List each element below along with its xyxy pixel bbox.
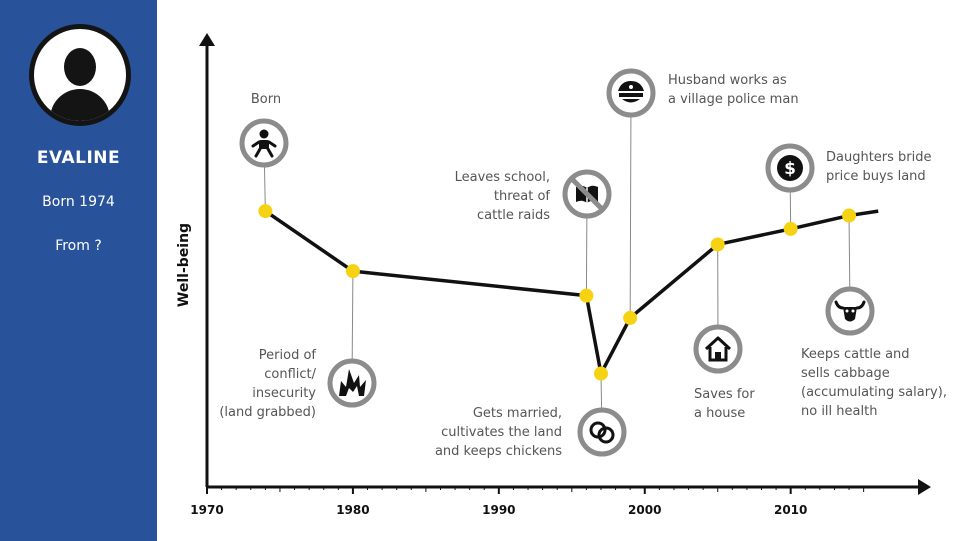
x-tick-label: 1990 <box>482 503 515 517</box>
no-book-icon <box>562 169 612 219</box>
wellbeing-series <box>258 204 879 381</box>
y-axis-label: Well-being <box>176 222 192 308</box>
data-point <box>783 221 798 236</box>
x-tick-label: 2000 <box>628 503 661 517</box>
data-point <box>710 237 725 252</box>
x-tick-labels: 1970 1980 1990 2000 2010 <box>190 503 807 517</box>
x-tick-label: 1980 <box>336 503 369 517</box>
x-tick-label: 1970 <box>190 503 223 517</box>
birth-year: Born 1974 <box>42 194 115 210</box>
annotation-cattle-cabbage: Keeps cattle and sells cabbage (accumula… <box>801 347 947 419</box>
annotation-husband: Husband works as a village police man <box>668 73 799 107</box>
annotation-bride-price: Daughters bride price buys land <box>826 150 932 184</box>
wellbeing-line <box>264 209 879 376</box>
x-tick-label: 2010 <box>774 503 807 517</box>
dollar-icon: $ <box>765 143 815 193</box>
svg-text:$: $ <box>784 159 796 179</box>
data-point <box>842 208 857 223</box>
y-axis-arrow <box>199 33 215 46</box>
police-cap-icon <box>606 68 656 118</box>
cattle-icon <box>825 286 875 336</box>
data-point <box>579 288 594 303</box>
profile-sidebar: EVALINE Born 1974 From ? <box>0 0 157 541</box>
data-point <box>623 310 638 325</box>
chart-axes <box>199 33 931 495</box>
annotation-conflict: Period of conflict/ insecurity (land gra… <box>219 348 316 420</box>
data-point <box>258 204 273 219</box>
explosion-icon <box>327 358 377 408</box>
data-point <box>345 264 360 279</box>
baby-icon <box>239 118 289 168</box>
annotation-married: Gets married, cultivates the land and ke… <box>434 406 562 459</box>
origin: From ? <box>55 238 102 254</box>
avatar-icon <box>29 24 131 126</box>
annotation-saves-house: Saves for a house <box>694 387 755 421</box>
annotation-born: Born <box>250 92 282 107</box>
person-name: EVALINE <box>36 148 121 168</box>
x-axis-arrow <box>918 479 931 495</box>
connector-line <box>629 92 632 318</box>
data-point <box>593 366 608 381</box>
house-icon <box>693 324 743 374</box>
annotation-icons: $ <box>239 68 875 457</box>
rings-icon <box>577 407 627 457</box>
annotation-leaves-school: Leaves school, threat of cattle raids <box>454 170 550 223</box>
